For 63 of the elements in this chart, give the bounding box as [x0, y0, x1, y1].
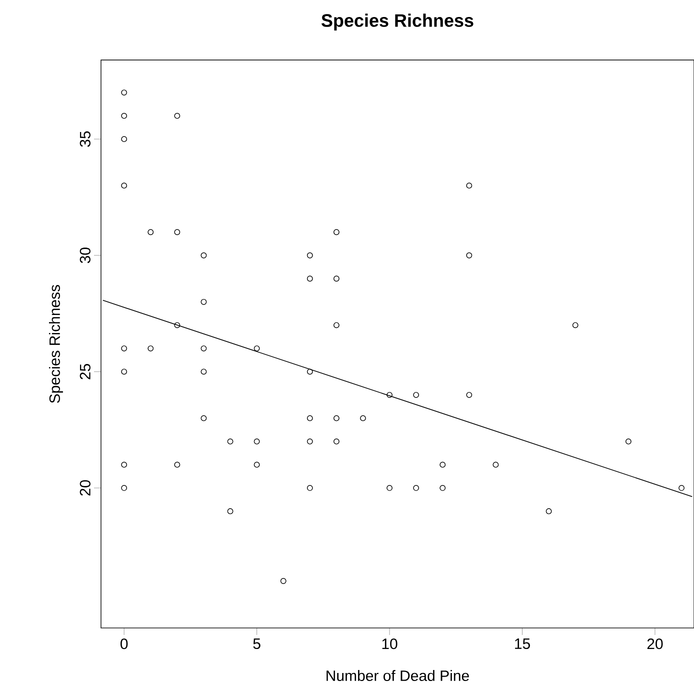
y-tick-label: 20: [80, 480, 90, 496]
point: [200, 345, 207, 352]
point: [121, 112, 128, 119]
point: [254, 345, 260, 352]
point: [625, 438, 632, 444]
point: [121, 368, 128, 375]
point: [440, 485, 446, 491]
point: [227, 508, 234, 514]
point: [148, 345, 154, 352]
y-axis-title: Species Richness: [49, 284, 63, 403]
point: [174, 229, 180, 236]
point: [174, 462, 180, 468]
x-tick-label: 5: [253, 638, 260, 649]
point: [174, 112, 180, 119]
point: [334, 229, 340, 236]
point: [200, 368, 207, 375]
point: [200, 252, 207, 258]
y-tick-label: 25: [80, 364, 90, 380]
point: [334, 322, 340, 328]
point: [121, 136, 128, 142]
point: [121, 182, 128, 189]
point: [174, 322, 180, 328]
x-tick-label: 10: [382, 638, 398, 650]
point: [413, 392, 420, 398]
point: [306, 485, 313, 491]
chart-title: Species Richness: [321, 14, 474, 30]
point: [121, 90, 128, 96]
point: [227, 438, 234, 444]
point: [572, 322, 578, 328]
point: [306, 368, 313, 375]
point: [413, 485, 420, 491]
point: [386, 485, 392, 491]
point: [440, 462, 446, 468]
point: [280, 578, 286, 584]
point: [306, 276, 313, 282]
point: [200, 298, 207, 305]
point: [466, 182, 472, 189]
point: [306, 252, 313, 258]
point: [306, 415, 313, 422]
point: [386, 392, 392, 398]
point: [360, 415, 366, 422]
point: [678, 485, 684, 491]
point: [121, 462, 128, 468]
x-tick-label: 0: [120, 638, 128, 650]
point: [334, 438, 340, 444]
point: [200, 415, 207, 422]
point: [334, 415, 340, 422]
point: [121, 485, 128, 491]
point: [466, 252, 472, 258]
x-tick-label: 20: [647, 638, 663, 650]
point: [466, 392, 472, 398]
point: [306, 438, 313, 444]
point: [148, 229, 154, 236]
x-tick-label: 15: [515, 638, 530, 649]
point: [546, 508, 552, 514]
point: [121, 345, 128, 352]
point: [334, 276, 340, 282]
point: [492, 462, 499, 468]
y-tick-label: 35: [80, 131, 90, 147]
y-tick-label: 30: [80, 248, 90, 264]
point: [254, 438, 260, 444]
x-axis-title: Number of Dead Pine: [326, 670, 469, 682]
point: [254, 462, 260, 468]
